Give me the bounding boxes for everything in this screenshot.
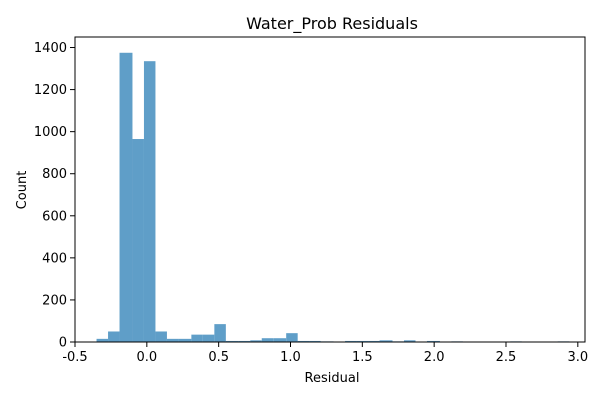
x-tick-label: 0.0 — [136, 350, 157, 365]
histogram-bar — [166, 338, 179, 342]
y-tick-label: 0 — [59, 336, 67, 351]
y-tick-label: 800 — [42, 167, 67, 182]
y-tick-label: 400 — [42, 251, 67, 266]
histogram-bar — [250, 340, 262, 342]
chart-title: Water_Prob Residuals — [246, 14, 418, 34]
histogram-bar — [119, 52, 133, 342]
histogram-bar — [345, 340, 357, 342]
histogram-bar — [132, 139, 144, 342]
histogram-bar — [379, 340, 393, 342]
x-tick-label: 1.0 — [280, 350, 301, 365]
histogram-bar — [309, 340, 321, 342]
histogram-bar — [214, 324, 226, 342]
histogram-bar — [108, 331, 120, 342]
x-axis: -0.5 0.0 0.5 1.0 1.5 2.0 2.5 3.0 — [62, 342, 588, 365]
histogram-bar — [403, 340, 416, 342]
histogram-bar — [225, 340, 239, 342]
histogram-bar — [261, 338, 274, 342]
histogram-bar — [143, 61, 156, 342]
histogram-bar — [191, 334, 203, 342]
x-tick-label: 1.5 — [352, 350, 373, 365]
x-tick-label: 2.5 — [496, 350, 517, 365]
histogram-bar — [273, 338, 287, 342]
plot-frame — [74, 36, 586, 343]
y-tick-label: 1400 — [34, 41, 67, 56]
histogram-bar — [297, 340, 310, 342]
histogram-bar — [202, 334, 215, 342]
histogram-bar — [155, 331, 167, 342]
histogram-bar — [238, 340, 251, 342]
x-tick-label: 2.0 — [424, 350, 445, 365]
y-axis: 0 200 400 600 800 1000 1200 1400 — [34, 41, 75, 351]
y-tick-label: 600 — [42, 209, 67, 224]
histogram-bar — [426, 340, 440, 342]
y-axis-label: Count — [15, 171, 30, 210]
histogram-bar — [286, 333, 298, 342]
histogram-bar — [178, 338, 192, 342]
y-tick-label: 1200 — [34, 83, 67, 98]
y-tick-label: 1000 — [34, 125, 67, 140]
y-tick-label: 200 — [42, 293, 67, 308]
x-tick-label: -0.5 — [62, 350, 87, 365]
histogram-bar — [356, 340, 369, 342]
x-tick-label: 0.5 — [208, 350, 229, 365]
x-axis-label: Residual — [305, 371, 360, 386]
histogram-bar — [368, 340, 380, 342]
x-tick-label: 3.0 — [567, 350, 588, 365]
histogram-bar — [96, 338, 109, 342]
